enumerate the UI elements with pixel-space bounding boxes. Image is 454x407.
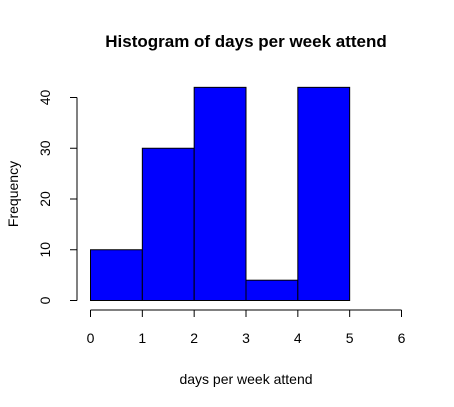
bars-group <box>90 86 351 302</box>
histogram-bar-0 <box>90 249 143 301</box>
x-axis-label: days per week attend <box>179 371 312 387</box>
x-tick-label-2: 2 <box>190 330 198 346</box>
y-tick-label-0: 0 <box>37 296 53 304</box>
x-tick-label-1: 1 <box>138 330 146 346</box>
x-tick-label-4: 4 <box>294 330 302 346</box>
x-tick-label-3: 3 <box>242 330 250 346</box>
y-tick-label-40: 40 <box>37 90 53 106</box>
histogram-bar-2 <box>193 86 247 301</box>
x-tick-label-5: 5 <box>346 330 354 346</box>
y-axis-label: Frequency <box>5 161 21 227</box>
y-tick-label-30: 30 <box>37 140 53 156</box>
y-tick-label-10: 10 <box>37 242 53 258</box>
chart-title: Histogram of days per week attend <box>105 32 387 51</box>
histogram-bar-3 <box>245 279 299 302</box>
x-tick-label-6: 6 <box>398 330 406 346</box>
histogram-bar-1 <box>141 147 195 301</box>
x-tick-label-0: 0 <box>87 330 95 346</box>
x-axis: 0 1 2 3 4 5 6 <box>87 309 406 346</box>
y-tick-label-20: 20 <box>37 191 53 207</box>
y-axis: 0 10 20 30 40 <box>37 90 78 304</box>
histogram-bar-4 <box>297 86 351 301</box>
